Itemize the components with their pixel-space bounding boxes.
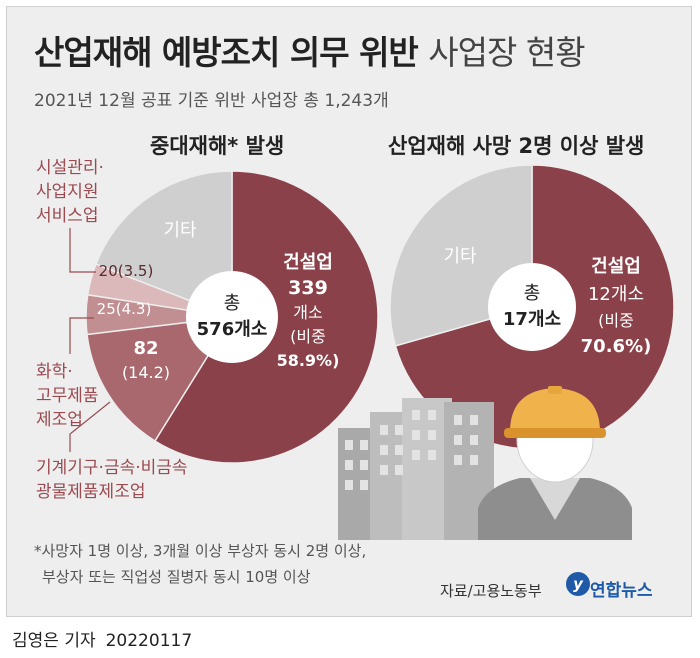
- reporter-name: 김영은 기자: [12, 631, 96, 651]
- total-2: 총 17개소: [503, 283, 561, 330]
- source-credit: 자료/고용노동부: [440, 582, 542, 600]
- slice2-share-label-construction: (비중: [598, 311, 634, 330]
- label-chemical: 화학· 고무제품 제조업: [36, 362, 99, 430]
- publish-date: 20220117: [105, 631, 193, 651]
- donut-hole-2: [488, 263, 576, 351]
- total-value-2: 17개소: [503, 309, 561, 330]
- slice-share-construction: 58.9%): [277, 351, 340, 370]
- byline: 김영은 기자 20220117: [12, 626, 192, 651]
- chart1-title: 중대재해* 발생: [150, 134, 285, 158]
- title-bold: 산업재해 예방조치 의무 위반: [34, 33, 419, 72]
- leader-lines: [69, 228, 111, 452]
- slice-value-machinery: 82: [133, 338, 158, 359]
- slice2-label-construction: 건설업: [591, 256, 641, 277]
- label-machinery: 기계기구·금속·비금속 광물제품제조업: [36, 458, 188, 502]
- total-label-1: 총: [224, 293, 241, 314]
- slice2-share-construction: 70.6%): [581, 336, 652, 357]
- chart2-labels: 건설업 12개소 (비중 70.6%) 기타: [443, 246, 651, 357]
- slice-value-facility: 20(3.5): [99, 262, 154, 280]
- slice-value-chemical: 25(4.3): [97, 300, 152, 318]
- agency-logo-icon: y: [566, 572, 590, 596]
- donut-hole-1: [186, 271, 278, 363]
- slice-label-other-1: 기타: [163, 220, 197, 241]
- chart1-labels: 건설업 339 개소 (비중 58.9%) 82 (14.2) 25(4.3) 20(3.5) 기…: [97, 220, 340, 382]
- slice-share-machinery: (14.2): [122, 363, 170, 382]
- slice-share-label-construction: (비중: [290, 327, 326, 346]
- agency-name: 연합뉴스: [590, 581, 653, 601]
- slice2-label-other: 기타: [443, 246, 477, 267]
- slice-unit-construction: 개소: [293, 303, 322, 322]
- pie-chart-1: 총 576개소: [85, 170, 379, 464]
- page-title: 산업재해 예방조치 의무 위반 사업장 현황: [34, 26, 586, 74]
- slice-value-construction: 339: [288, 277, 328, 299]
- total-value-1: 576개소: [197, 319, 268, 340]
- slice-label-construction: 건설업: [283, 252, 333, 273]
- footnote-line2: 부상자 또는 직업성 질병자 동시 10명 이상: [42, 568, 311, 586]
- slice2-value-construction: 12개소: [588, 284, 644, 305]
- total-label-2: 총: [524, 283, 541, 304]
- pie-chart-2: 총 17개소: [389, 164, 675, 450]
- total-1: 총 576개소: [197, 293, 268, 340]
- label-facility: 시설관리· 사업지원 서비스업: [36, 158, 104, 226]
- chart2-title: 산업재해 사망 2명 이상 발생: [388, 134, 645, 158]
- worker-illustration: [478, 386, 632, 540]
- footnote-line1: *사망자 1명 이상, 3개월 이상 부상자 동시 2명 이상,: [34, 542, 367, 560]
- buildings-illustration: [338, 398, 494, 540]
- page-subtitle: 2021년 12월 공표 기준 위반 사업장 총 1,243개: [34, 91, 389, 111]
- title-light: 사업장 현황: [428, 33, 585, 72]
